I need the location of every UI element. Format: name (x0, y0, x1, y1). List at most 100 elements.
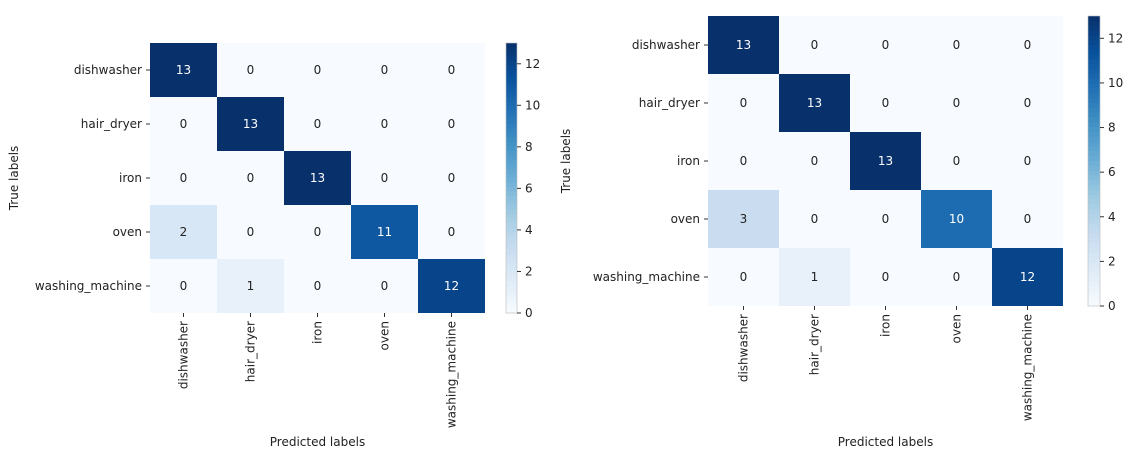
heatmap-cell (850, 132, 921, 190)
colorbar-segment (506, 101, 517, 107)
heatmap-cell (850, 190, 921, 248)
colorbar-segment (506, 70, 517, 76)
y-tick-label: washing_machine (35, 279, 142, 293)
heatmap-cell (850, 248, 921, 306)
colorbar-segment (506, 137, 517, 143)
cell-value-label: 0 (448, 225, 456, 239)
cell-value-label: 0 (180, 117, 188, 131)
colorbar-segment (506, 223, 517, 229)
colorbar-segment (1088, 175, 1100, 181)
heatmap-cell (921, 132, 992, 190)
colorbar-segment (1088, 170, 1100, 177)
cell-value-label: 0 (740, 154, 748, 168)
heatmap-cell (708, 16, 779, 74)
x-tick-label: washing_machine (1021, 314, 1035, 421)
colorbar-segment (1088, 83, 1100, 90)
cell-value-label: 0 (381, 171, 389, 185)
colorbar-segment (1088, 252, 1100, 259)
colorbar-segment (506, 259, 517, 265)
colorbar-segment (1088, 161, 1100, 167)
colorbar-tick-label: 2 (1108, 254, 1116, 268)
cell-value-label: 0 (247, 171, 255, 185)
y-tick-label: hair_dryer (81, 117, 142, 131)
cell-value-label: 0 (882, 96, 890, 110)
heatmap-cell (779, 74, 850, 132)
colorbar-segment (1088, 190, 1100, 196)
heatmap-cell (708, 248, 779, 306)
cell-value-label: 0 (953, 96, 961, 110)
colorbar-segment (506, 236, 517, 242)
cell-value-label: 12 (1020, 270, 1035, 284)
colorbar-tick-label: 6 (525, 181, 533, 195)
x-tick-label: iron (879, 314, 893, 337)
cell-value-label: 0 (381, 63, 389, 77)
cell-value-label: 0 (1024, 154, 1032, 168)
heatmap-cell (992, 248, 1063, 306)
colorbar-tick-label: 12 (525, 57, 540, 71)
colorbar-segment (506, 155, 517, 161)
colorbar-segment (506, 124, 517, 130)
colorbar-segment (1088, 209, 1100, 215)
x-tick-label: oven (378, 321, 392, 350)
colorbar-segment (506, 308, 517, 314)
colorbar-segment (1088, 277, 1100, 283)
cell-value-label: 1 (811, 270, 819, 284)
heatmap-cell (921, 74, 992, 132)
colorbar-tick-label: 12 (1108, 31, 1123, 45)
colorbar-frame (1087, 15, 1101, 307)
colorbar-segment (1088, 281, 1100, 288)
colorbar-segment (506, 97, 517, 103)
colorbar-segment (506, 187, 517, 193)
heatmap-cell (351, 151, 418, 205)
colorbar-segment (1088, 243, 1100, 249)
cell-value-label: 0 (953, 38, 961, 52)
colorbar-segment (506, 173, 517, 179)
colorbar-segment (1088, 141, 1100, 148)
heatmap-cell (992, 190, 1063, 248)
x-axis-title: Predicted labels (838, 435, 933, 449)
colorbar-segment (506, 151, 517, 157)
colorbar-segment (1088, 228, 1100, 235)
colorbar-segment (1088, 103, 1100, 109)
colorbar-segment (1088, 112, 1100, 119)
colorbar-segment (506, 52, 517, 58)
colorbar-segment (1088, 40, 1100, 46)
heatmap-cell (418, 43, 485, 97)
cell-value-label: 0 (247, 63, 255, 77)
colorbar-segment (1088, 219, 1100, 225)
cell-value-label: 0 (314, 225, 322, 239)
heatmap-cell (284, 97, 351, 151)
colorbar-segment (1088, 98, 1100, 104)
colorbar-segment (1088, 199, 1100, 206)
colorbar-segment (1088, 122, 1100, 128)
colorbar-segment (506, 146, 517, 152)
heatmap-cell (284, 205, 351, 259)
colorbar-segment (506, 169, 517, 175)
colorbar-segment (1088, 238, 1100, 244)
colorbar-segment (1088, 132, 1100, 138)
colorbar-segment (1088, 291, 1100, 297)
colorbar-segment (506, 164, 517, 170)
colorbar: 0 2 4 6 8 10 12 (1087, 15, 1123, 313)
colorbar-segment (506, 214, 517, 220)
colorbar-segment (1088, 257, 1100, 264)
cell-value-label: 0 (448, 117, 456, 131)
colorbar-segment (1088, 127, 1100, 133)
cell-value-label: 0 (180, 171, 188, 185)
colorbar-segment (506, 196, 517, 202)
heatmap-cell (779, 16, 850, 74)
heatmap-cell (708, 74, 779, 132)
heatmap-cell (850, 74, 921, 132)
x-axis-title: Predicted labels (270, 435, 365, 449)
y-axis-title: True labels (7, 146, 21, 212)
colorbar-segment (506, 119, 517, 125)
colorbar-segment (1088, 107, 1100, 114)
cell-value-label: 13 (736, 38, 751, 52)
colorbar-segment (506, 182, 517, 188)
heatmap-cell (921, 248, 992, 306)
colorbar-segment (1088, 286, 1100, 293)
colorbar-tick-label: 0 (1108, 299, 1116, 313)
colorbar-segment (506, 47, 517, 53)
colorbar-segment (1088, 214, 1100, 220)
y-tick-label: washing_machine (593, 270, 700, 284)
